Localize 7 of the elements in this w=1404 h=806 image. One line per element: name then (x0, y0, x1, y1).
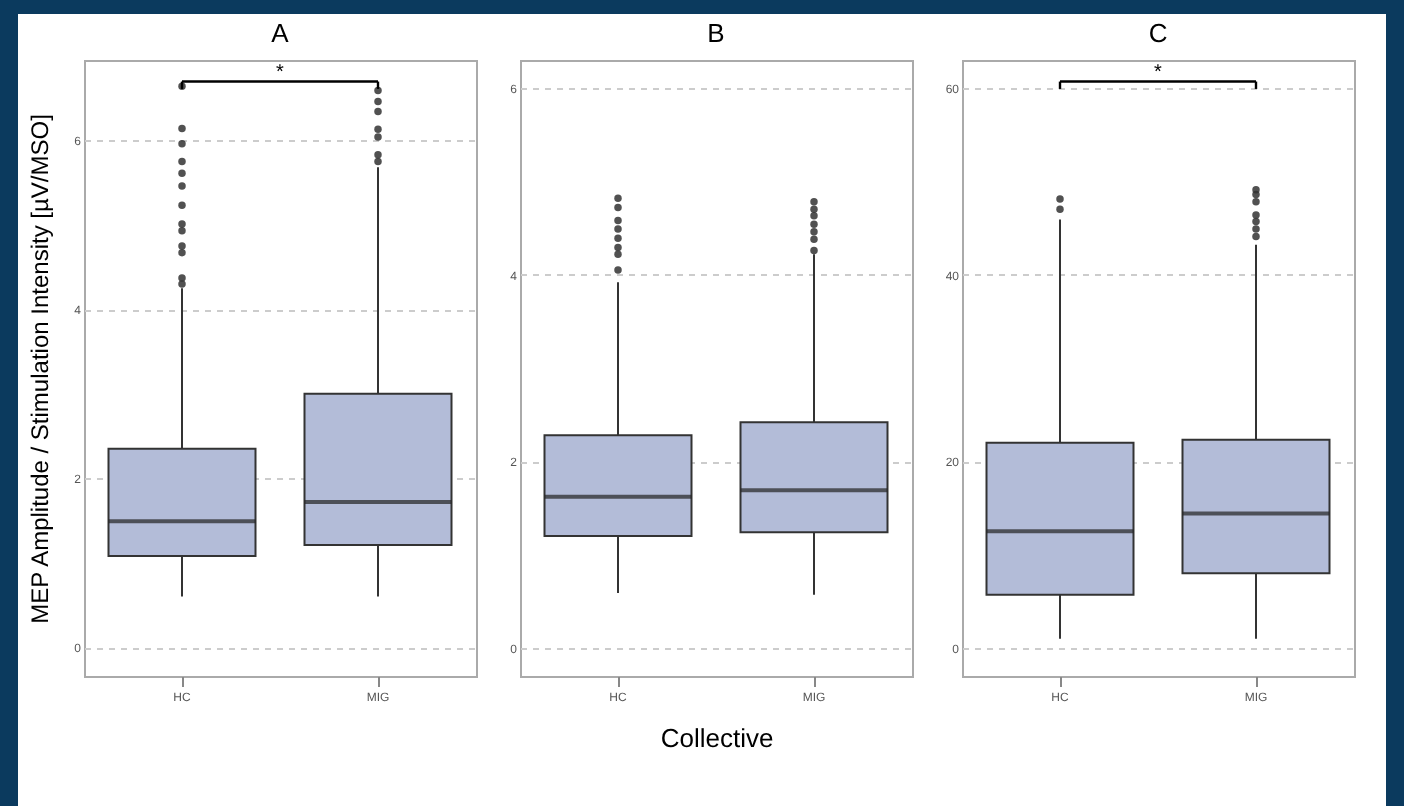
annotation: * (1154, 61, 1163, 84)
chart-title: C (1148, 18, 1168, 48)
chart-title: A (271, 18, 290, 48)
chart-title: B (707, 18, 725, 48)
x-axis-title: Collective (660, 723, 774, 753)
annotation: * (276, 61, 285, 84)
y-axis-title: MEP Amplitude / Stimulation Intensity [µV/MSO] (26, 114, 55, 624)
